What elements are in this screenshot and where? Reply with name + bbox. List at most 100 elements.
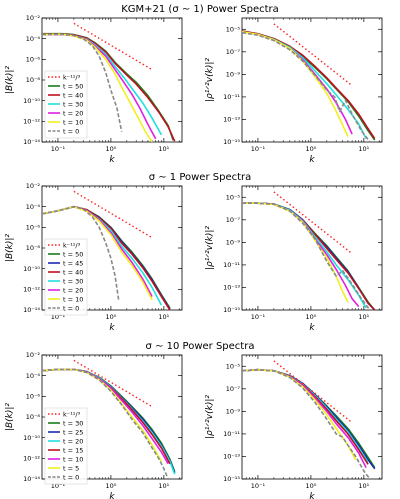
legend-label: t = 30 [63, 419, 83, 427]
panel-row3-left: 10⁻¹ 10⁰ 10¹ 10⁻¹⁴ 10⁻¹² 10⁻¹⁰ 10⁻⁸ 10⁻⁶ 10⁻⁴ 10⁻… [5, 351, 183, 499]
y-tick-label: 10⁻⁹ [226, 239, 241, 247]
legend-label: t = 15 [63, 446, 83, 454]
y-tick-label: 10⁻¹³ [223, 453, 240, 461]
row-title-1: KGM+21 (σ ∼ 1) Power Spectra [121, 4, 279, 15]
reference-power-law-line [273, 191, 353, 255]
series-line-t0 [42, 368, 169, 479]
x-tick-label: 10¹ [158, 145, 169, 153]
x-tick-label: 10⁻¹ [251, 482, 266, 490]
x-tick-label: 10⁰ [105, 145, 116, 153]
y-tick-label: 10⁻¹¹ [223, 93, 240, 101]
legend-label: t = 25 [63, 428, 83, 436]
y-tick-label: 10⁻⁷ [226, 216, 241, 224]
y-tick-label: 10⁻⁸ [26, 413, 41, 421]
x-tick-label: 10⁰ [105, 313, 116, 321]
plot-frame [241, 354, 383, 480]
y-axis-label: |ρ¹ᐟ²v(k)|² [205, 395, 215, 439]
legend-label: t = 0 [63, 127, 79, 135]
y-tick-label: 10⁻⁴ [26, 372, 41, 380]
legend-label: t = 20 [63, 286, 83, 294]
y-tick-label: 10⁻¹⁵ [223, 475, 240, 483]
y-tick-label: 10⁻⁷ [226, 48, 241, 56]
y-tick-label: 10⁻¹² [23, 286, 40, 294]
y-tick-label: 10⁻⁹ [226, 71, 241, 79]
x-tick-label: 10⁰ [305, 145, 316, 153]
y-tick-label: 10⁻¹⁵ [223, 306, 240, 314]
y-tick-label: 10⁻¹³ [223, 116, 240, 124]
x-axis-label: k [109, 155, 115, 165]
y-tick-label: 10⁻¹⁵ [223, 138, 240, 146]
legend-label: k⁻¹¹/³ [63, 73, 81, 81]
y-tick-label: 10⁻¹² [23, 118, 40, 126]
y-axis-label: |ρ¹ᐟ²v(k)|² [205, 226, 215, 270]
x-axis-label: k [309, 323, 315, 333]
y-tick-label: 10⁻⁶ [26, 224, 41, 232]
legend-box [44, 238, 88, 316]
y-tick-label: 10⁻⁴ [26, 35, 41, 43]
y-tick-label: 10⁻¹⁰ [23, 97, 40, 105]
y-axis-label: |B(k)|² [5, 66, 15, 94]
reference-power-law-line [273, 23, 353, 87]
series-line-t0 [242, 368, 371, 479]
series-line-t10 [242, 202, 349, 303]
reference-power-law-line [73, 22, 153, 71]
legend-label: t = 0 [63, 473, 79, 481]
x-axis-label: k [109, 323, 115, 333]
x-tick-label: 10⁰ [305, 482, 316, 490]
x-axis-label: k [309, 155, 315, 165]
x-tick-label: 10¹ [158, 313, 169, 321]
legend-label: t = 45 [63, 259, 83, 267]
panel-row3-right: 10⁻¹ 10⁰ 10¹ 10⁻¹⁵ 10⁻¹³ 10⁻¹¹ 10⁻⁹ 10⁻⁷ 10⁻⁵ k |ρ… [205, 354, 383, 499]
plot-frame [241, 17, 383, 143]
x-tick-label: 10⁻¹ [251, 145, 266, 153]
y-tick-label: 10⁻¹⁴ [23, 306, 40, 314]
x-tick-label: 10¹ [158, 482, 169, 490]
y-tick-label: 10⁻⁶ [26, 56, 41, 64]
y-tick-label: 10⁻² [26, 182, 41, 190]
y-tick-label: 10⁻¹¹ [223, 430, 240, 438]
x-tick-label: 10⁻¹ [51, 145, 66, 153]
legend-label: t = 5 [63, 464, 79, 472]
x-tick-label: 10⁻¹ [251, 313, 266, 321]
series-line-t0 [242, 202, 371, 310]
y-tick-label: 10⁻¹⁴ [23, 475, 40, 483]
y-axis-label: |B(k)|² [5, 403, 15, 431]
row-title-2: σ ∼ 1 Power Spectra [149, 172, 252, 183]
legend-label: t = 10 [63, 295, 83, 303]
y-tick-label: 10⁻¹⁰ [23, 265, 40, 273]
y-tick-label: 10⁻¹⁰ [23, 434, 40, 442]
y-tick-label: 10⁻² [26, 351, 41, 359]
legend-label: t = 50 [63, 250, 83, 258]
legend-label: t = 40 [63, 91, 83, 99]
y-tick-label: 10⁻⁷ [226, 385, 241, 393]
x-tick-label: 10⁻¹ [51, 482, 66, 490]
legend-label: t = 30 [63, 100, 83, 108]
y-tick-label: 10⁻⁵ [226, 362, 241, 370]
panel-row2-left: 10⁻¹ 10⁰ 10¹ 10⁻¹⁴ 10⁻¹² 10⁻¹⁰ 10⁻⁸ 10⁻⁶ 10⁻⁴ 10⁻… [5, 182, 183, 333]
legend-label: t = 30 [63, 277, 83, 285]
series-line-t0 [42, 205, 120, 300]
legend-label: t = 50 [63, 82, 83, 90]
legend-label: t = 10 [63, 455, 83, 463]
y-tick-label: 10⁻⁸ [26, 244, 41, 252]
x-axis-label: k [109, 492, 115, 499]
legend-box [44, 407, 88, 485]
y-tick-label: 10⁻² [26, 14, 41, 22]
y-axis-label: |B(k)|² [5, 234, 15, 262]
panel-row1-right: 10⁻¹ 10⁰ 10¹ 10⁻¹⁵ 10⁻¹³ 10⁻¹¹ 10⁻⁹ 10⁻⁷ 10⁻⁵ k |ρ… [205, 17, 383, 165]
x-tick-label: 10¹ [358, 482, 369, 490]
y-tick-label: 10⁻¹² [23, 455, 40, 463]
legend-label: t = 20 [63, 437, 83, 445]
series-line-t0 [42, 33, 123, 132]
legend-label: t = 40 [63, 268, 83, 276]
reference-power-law-line [73, 190, 153, 239]
x-tick-label: 10⁻¹ [51, 313, 66, 321]
legend-label: t = 20 [63, 109, 83, 117]
legend-label: t = 0 [63, 304, 79, 312]
panel-row2-right: 10⁻¹ 10⁰ 10¹ 10⁻¹⁵ 10⁻¹³ 10⁻¹¹ 10⁻⁹ 10⁻⁷ 10⁻⁵ k |ρ… [205, 185, 383, 333]
y-tick-label: 10⁻¹³ [223, 284, 240, 292]
y-tick-label: 10⁻¹¹ [223, 261, 240, 269]
x-tick-label: 10⁰ [105, 482, 116, 490]
y-tick-label: 10⁻⁸ [26, 76, 41, 84]
